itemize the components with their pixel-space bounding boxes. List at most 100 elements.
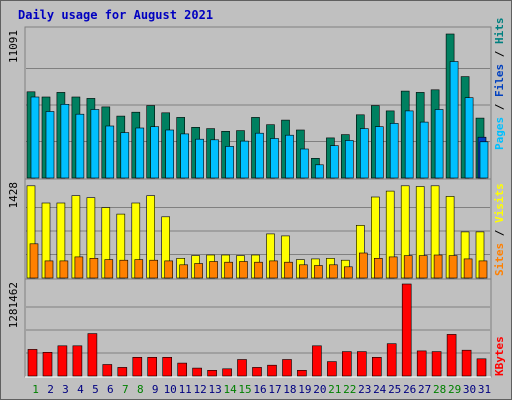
bar-kbytes (57, 345, 68, 377)
bar-kbytes (42, 351, 53, 377)
bar-kbytes (192, 367, 202, 377)
day-label: 23 (358, 383, 371, 396)
bar-kbytes (117, 367, 128, 377)
bar-kbytes (386, 343, 397, 377)
bar-kbytes (416, 350, 427, 377)
bar-sites (74, 256, 84, 279)
bar-sites (329, 264, 338, 279)
bar-pages (300, 148, 309, 179)
bar-pages (359, 128, 369, 179)
bar-sites (104, 259, 114, 279)
bar-pages (165, 129, 174, 179)
legend-files: Files (493, 64, 506, 97)
bar-pages (255, 132, 264, 179)
bar-kbytes (162, 356, 172, 377)
side-legend: Pages / Files / Hits (493, 18, 506, 151)
day-label: 27 (418, 383, 431, 396)
x-axis-day-labels: 1 2 3 4 5 6 7 8 9 10 11 12 13 14 15 16 17 18 19 20 21 22 23 24 2… (32, 383, 491, 396)
bar-pages (404, 110, 414, 179)
day-label: 1 (32, 383, 39, 396)
day-label: 24 (373, 383, 387, 396)
y-max-label: 11091 (7, 30, 20, 63)
bar-pages (449, 61, 459, 179)
day-label: 19 (298, 383, 311, 396)
bar-sites (314, 265, 323, 279)
day-label: 13 (208, 383, 221, 396)
legend-pages: Pages (493, 117, 506, 150)
legend-hits: Hits (493, 18, 506, 45)
legend-sites: Sites (493, 243, 506, 276)
day-label: 17 (268, 383, 281, 396)
bar-sites (164, 260, 173, 279)
bar-sites (343, 266, 353, 279)
bar-pages (479, 141, 489, 179)
bar-kbytes (401, 283, 412, 377)
bar-kbytes (207, 369, 217, 377)
day-label: 15 (238, 383, 251, 396)
bar-sites (179, 264, 188, 279)
bar-pages (240, 140, 249, 179)
bar-sites (149, 259, 158, 279)
bar-sites (239, 261, 248, 279)
bar-pages (120, 132, 130, 179)
bar-sites (448, 255, 458, 279)
bar-sites (134, 259, 144, 279)
bar-kbytes (476, 358, 487, 377)
day-label: 18 (283, 383, 296, 396)
day-label: 2 (47, 383, 54, 396)
day-label: 14 (223, 383, 237, 396)
bar-kbytes (431, 351, 442, 377)
day-label: 8 (137, 383, 144, 396)
bar-sites (194, 263, 203, 279)
y-max-label: 1428 (7, 182, 20, 209)
bar-kbytes (102, 364, 113, 377)
legend-separator: / (493, 97, 506, 117)
bar-sites (433, 254, 443, 279)
day-label: 6 (107, 383, 114, 396)
bar-kbytes (297, 369, 307, 377)
bar-kbytes (132, 356, 143, 377)
bar-pages (30, 96, 40, 179)
legend-kbytes: KBytes (493, 336, 506, 376)
day-label: 11 (179, 383, 192, 396)
bar-kbytes (237, 359, 247, 377)
day-label: 3 (62, 383, 69, 396)
bar-sites (29, 243, 39, 279)
bar-pages (285, 134, 294, 179)
bar-kbytes (371, 356, 382, 377)
chart-title: Daily usage for August 2021 (18, 8, 213, 22)
day-label: 31 (478, 383, 491, 396)
bar-pages (330, 145, 339, 179)
day-label: 9 (152, 383, 159, 396)
bar-sites (254, 261, 263, 279)
side-legend: Sites / Visits (493, 183, 506, 276)
y-max-label: 1281462 (7, 282, 20, 328)
panel-frame (24, 278, 492, 378)
bar-sites (418, 255, 428, 279)
bar-sites (209, 261, 218, 279)
series-sites (29, 243, 488, 279)
day-label: 22 (343, 383, 356, 396)
bar-pages (389, 123, 399, 179)
day-label: 16 (253, 383, 266, 396)
bar-pages (180, 133, 189, 179)
bar-kbytes (252, 367, 262, 377)
panel-2: 1428 Sites / Visits (7, 178, 506, 280)
bar-kbytes (72, 345, 83, 377)
bar-pages (344, 140, 354, 179)
bar-pages (75, 113, 85, 179)
bar-sites (284, 261, 293, 279)
legend-visits: Visits (493, 183, 506, 223)
bar-sites (388, 256, 398, 279)
bar-sites (463, 258, 473, 279)
series-kbytes (27, 283, 487, 377)
bar-pages (434, 109, 444, 179)
bar-pages (135, 127, 145, 179)
bar-kbytes (27, 349, 38, 377)
bar-sites (89, 257, 99, 279)
day-label: 25 (388, 383, 401, 396)
bar-sites (299, 264, 308, 279)
bar-pages (45, 111, 55, 179)
bar-pages (195, 138, 204, 179)
day-label: 12 (193, 383, 206, 396)
